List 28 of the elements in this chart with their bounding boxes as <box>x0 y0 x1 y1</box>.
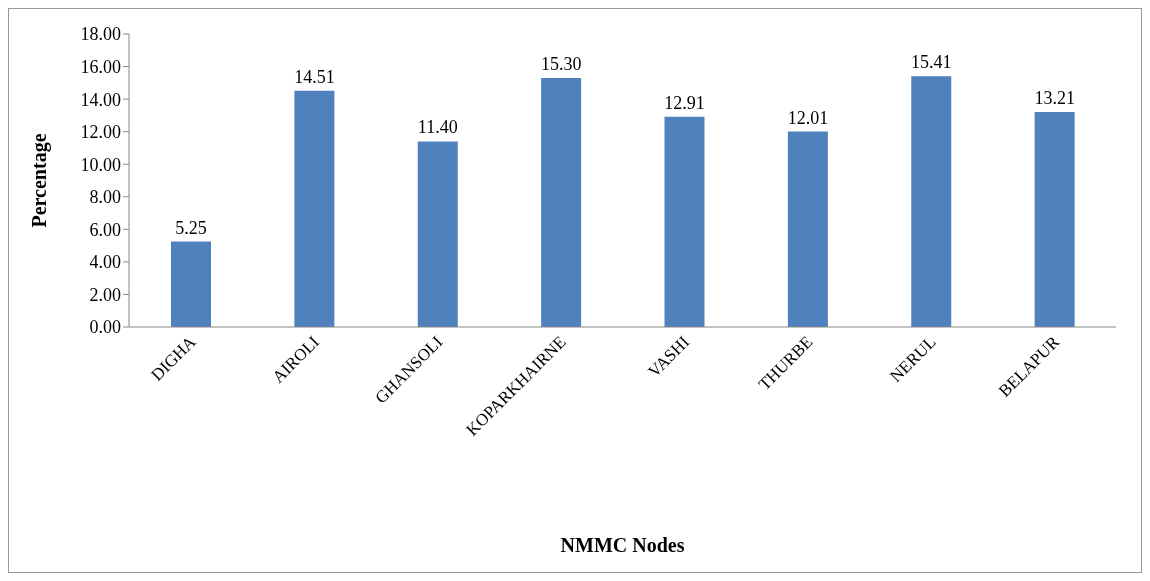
data-label: 5.25 <box>175 217 207 238</box>
y-tick-label: 16.00 <box>80 56 121 77</box>
y-tick-label: 8.00 <box>89 187 121 208</box>
y-tick-label: 12.00 <box>80 122 121 143</box>
y-tick-label: 2.00 <box>89 284 121 305</box>
y-tick-label: 14.00 <box>80 89 121 110</box>
data-label: 11.40 <box>417 117 458 138</box>
bar <box>787 131 828 327</box>
y-tick-label: 0.00 <box>89 317 121 338</box>
x-axis-title: NMMC Nodes <box>560 534 685 556</box>
bar <box>294 90 335 327</box>
y-tick-label: 4.00 <box>89 252 121 273</box>
y-axis-title: Percentage <box>28 133 52 228</box>
data-label: 15.41 <box>911 52 952 73</box>
bar <box>1034 111 1075 327</box>
data-label: 12.91 <box>664 92 705 113</box>
bar <box>171 241 211 327</box>
y-tick-label: 10.00 <box>80 154 121 175</box>
y-tick-label: 18.00 <box>80 24 121 45</box>
bar <box>541 77 582 327</box>
bar <box>417 141 458 327</box>
bar <box>911 76 952 327</box>
data-label: 13.21 <box>1034 87 1075 108</box>
data-label: 12.01 <box>787 107 829 128</box>
data-label: 15.30 <box>540 53 582 74</box>
bar <box>664 116 705 327</box>
y-tick-label: 6.00 <box>89 219 121 240</box>
data-label: 14.51 <box>294 66 335 87</box>
